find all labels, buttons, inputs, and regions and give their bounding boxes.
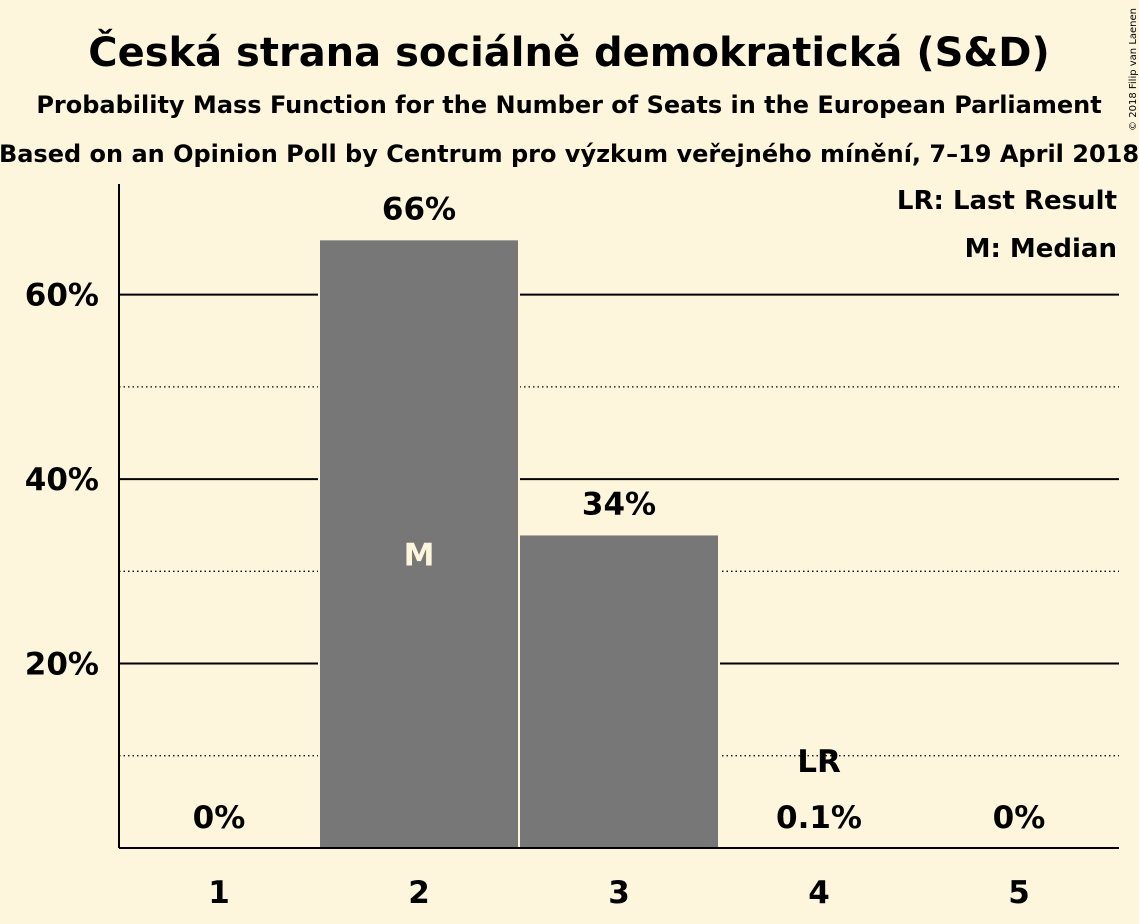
- chart-title: Česká strana sociálně demokratická (S&D): [88, 28, 1050, 76]
- y-tick-label-0: 20%: [25, 647, 99, 683]
- bars-layer: [318, 238, 920, 850]
- bar-2: [318, 238, 520, 850]
- last-result-marker: LR: [797, 744, 841, 780]
- y-tick-label-2: 60%: [25, 278, 99, 314]
- value-label-1: 0%: [193, 800, 246, 836]
- copyright-text: © 2018 Filip van Laenen: [1128, 8, 1139, 131]
- value-label-4: 0.1%: [776, 800, 862, 836]
- x-tick-label-3: 3: [608, 875, 630, 911]
- legend-last-result: LR: Last Result: [897, 186, 1117, 216]
- axes-layer: [118, 184, 1119, 849]
- x-tick-label-4: 4: [808, 875, 830, 911]
- grid-layer: 20% 40% 60%: [25, 278, 1119, 757]
- value-label-5: 0%: [993, 800, 1046, 836]
- x-tick-label-2: 2: [408, 875, 430, 911]
- y-tick-label-1: 40%: [25, 462, 99, 498]
- x-tick-label-1: 1: [208, 875, 230, 911]
- value-label-3: 34%: [582, 486, 656, 522]
- bar-3: [518, 533, 720, 849]
- chart-subtitle-source: Based on an Opinion Poll by Centrum pro …: [0, 140, 1139, 168]
- chart-subtitle: Probability Mass Function for the Number…: [36, 91, 1101, 119]
- legend-median: M: Median: [965, 234, 1117, 264]
- x-tick-label-5: 5: [1008, 875, 1030, 911]
- median-marker: M: [404, 538, 435, 574]
- labels-layer: 0% 1 66% 2 M 34% 3 0.1% 4 LR 0% 5: [193, 191, 1046, 911]
- value-label-2: 66%: [382, 191, 456, 227]
